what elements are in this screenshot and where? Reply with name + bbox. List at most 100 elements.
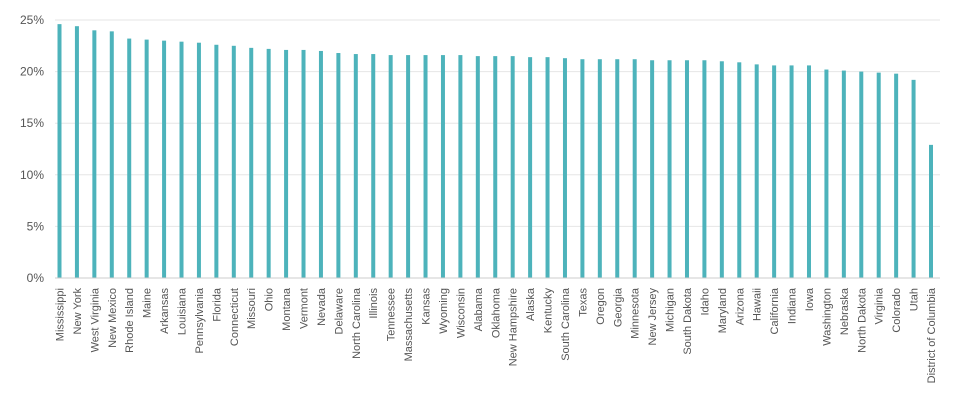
x-category-label: Arizona [734,287,746,325]
bar [266,48,271,279]
bar [737,62,742,279]
y-tick-label: 10% [20,168,44,182]
bar [841,70,846,279]
bar [684,60,689,278]
bar [650,60,655,278]
x-category-label: Kentucky [543,288,555,334]
x-category-label: Massachusetts [403,288,415,362]
x-category-label: Ohio [264,288,276,311]
x-category-label: Pennsylvania [194,287,206,353]
x-category-label: Utah [909,288,921,311]
bar [719,61,724,278]
x-category-label: Rhode Island [124,288,136,353]
bar [179,41,184,279]
x-category-label: Arkansas [159,288,171,334]
bar [667,60,672,278]
x-category-label: North Carolina [351,287,363,359]
x-category-label: Mississippi [55,288,67,341]
bar [754,64,759,278]
bar [214,44,219,278]
bar [284,49,289,278]
bar [336,53,341,278]
bar [772,65,777,279]
bar [109,31,114,278]
bar [824,69,829,278]
x-category-label: Tennessee [386,288,398,341]
bar [562,58,567,279]
bar [388,55,393,279]
x-category-label: Oklahoma [490,287,502,338]
x-category-label: Illinois [368,288,380,319]
bar [493,56,498,279]
x-category-label: Minnesota [630,287,642,339]
bar [162,40,167,278]
bar [301,49,306,278]
bars [57,24,933,279]
bar [894,73,899,278]
bar [876,72,881,278]
bar [615,59,620,278]
bar [231,45,236,278]
x-category-label: Nebraska [839,287,851,335]
x-category-label: Washington [821,288,833,346]
bar [806,65,811,279]
x-category-label: Wisconsin [455,288,467,338]
bar [475,56,480,279]
x-category-label: Oregon [595,288,607,325]
x-category-label: Florida [211,287,223,322]
bar [580,59,585,278]
bar [249,47,254,278]
x-category-label: West Virginia [89,287,101,352]
bar [702,60,707,278]
x-category-label: Nevada [316,287,328,326]
bar [74,26,79,278]
y-axis-tick-labels: 0% 5% 10% 15% 20% 25% [20,13,44,285]
bar [144,39,149,278]
bar [57,24,62,278]
x-category-label: Delaware [333,288,345,334]
bar [196,42,201,279]
x-category-label: Virginia [874,287,886,324]
bar [789,65,794,279]
bar [929,144,933,278]
y-tick-label: 20% [20,65,44,79]
x-axis-category-labels: Mississippi New York West Virginia New Mexi… [55,287,939,383]
x-category-label: Missouri [246,288,258,329]
x-category-label: New Hampshire [508,288,520,366]
x-category-label: Georgia [612,287,624,327]
y-tick-label: 25% [20,13,44,27]
y-tick-label: 5% [27,219,45,233]
x-category-label: Kansas [421,288,433,325]
x-category-label: Louisiana [177,287,189,335]
x-category-label: North Dakota [856,287,868,353]
bar [423,55,428,279]
x-category-label: New Mexico [107,288,119,348]
x-category-label: New York [72,288,84,335]
bar [859,71,864,278]
x-category-label: New Jersey [647,288,659,346]
x-category-label: Hawaii [752,288,764,321]
x-category-label: Connecticut [229,288,241,346]
y-tick-label: 15% [20,116,44,130]
bar [545,57,550,278]
x-category-label: Indiana [787,287,799,324]
x-category-label: South Carolina [560,287,572,361]
bar [92,30,97,278]
bar [597,59,602,278]
y-tick-label: 0% [27,271,45,285]
bar [318,50,323,279]
bar [458,55,463,279]
x-category-label: South Dakota [682,287,694,355]
x-category-label: Maine [142,288,154,318]
bar [353,54,358,278]
x-category-label: Colorado [891,288,903,333]
bar [911,79,916,278]
x-category-label: Alabama [473,287,485,331]
x-category-label: Vermont [299,288,311,329]
bar [406,55,411,279]
x-category-label: Alaska [525,287,537,321]
x-category-label: Iowa [804,287,816,311]
x-category-label: Wyoming [438,288,450,334]
bar [632,59,637,278]
